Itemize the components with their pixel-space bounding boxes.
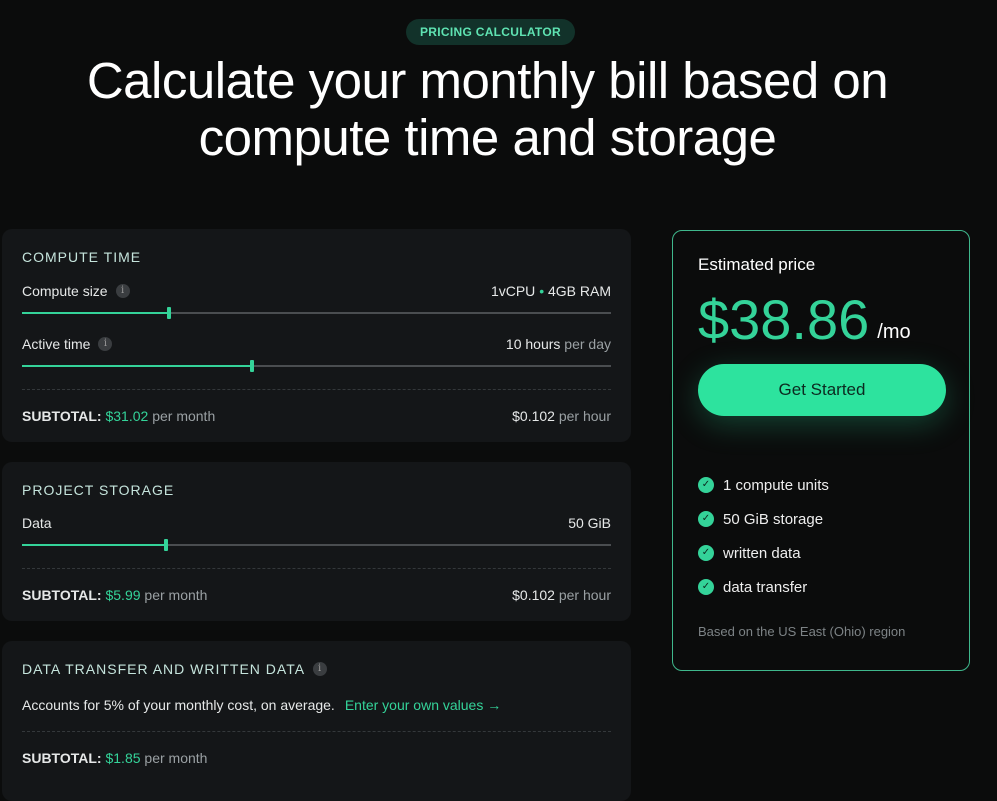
data-value: 50 GiB [568,515,611,531]
info-icon[interactable]: i [115,284,130,298]
compute-time-card: COMPUTE TIME Compute size i 1vCPU • 4GB R… [2,229,631,442]
price-period: /mo [877,321,911,343]
slider-thumb[interactable] [167,307,172,319]
separator-dot: • [539,283,545,299]
active-time-value: 10 hours [505,336,561,352]
feature-list: ✓ 1 compute units ✓ 50 GiB storage ✓ writte… [698,468,944,604]
rate-unit: per hour [558,408,611,424]
data-transfer-card: DATA TRANSFER AND WRITTEN DATA i Accounts… [2,641,631,801]
estimated-price-card: Estimated price $38.86/mo Get Started ✓ 1… [672,230,970,671]
active-time-label: Active time [22,336,91,352]
subtotal-value: $31.02 [105,408,149,424]
price-value: $38.86 [698,288,870,351]
active-time-slider[interactable] [22,360,611,372]
divider [22,389,611,390]
enter-own-values-link[interactable]: Enter your own values → [344,697,502,713]
subtotal-unit: per month [144,587,208,603]
get-started-button[interactable]: Get Started [698,364,946,416]
slider-thumb[interactable] [163,539,168,551]
feature-item: ✓ written data [698,536,944,570]
feature-item: ✓ data transfer [698,570,944,604]
slider-thumb[interactable] [249,360,254,372]
check-icon: ✓ [698,477,714,493]
subtotal-value: $1.85 [105,750,141,766]
feature-item: ✓ 50 GiB storage [698,502,944,536]
pricing-calculator-badge: PRICING CALCULATOR [406,19,575,45]
compute-size-label: Compute size [22,283,108,299]
estimated-price-title: Estimated price [698,255,816,274]
data-label: Data [22,515,52,531]
check-icon: ✓ [698,579,714,595]
divider [22,731,611,732]
subtotal-label: SUBTOTAL: [22,408,102,424]
ram-value: 4GB RAM [547,283,611,299]
section-title: PROJECT STORAGE [22,482,175,498]
info-icon[interactable]: i [313,662,328,676]
hourly-rate: $0.102 [512,408,555,424]
slider-fill [22,365,252,367]
divider [22,568,611,569]
feature-label: data transfer [723,578,808,596]
transfer-description: Accounts for 5% of your monthly cost, on… [22,697,335,713]
subtotal-unit: per month [144,750,208,766]
subtotal-label: SUBTOTAL: [22,750,102,766]
subtotal-unit: per month [152,408,216,424]
compute-size-slider[interactable] [22,307,611,319]
feature-label: 50 GiB storage [723,510,824,528]
project-storage-card: PROJECT STORAGE Data 50 GiB SUBTOTAL: $5… [2,462,631,621]
slider-fill [22,544,166,546]
section-title: DATA TRANSFER AND WRITTEN DATA [22,661,306,677]
active-time-unit: per day [564,336,611,352]
check-icon: ✓ [698,511,714,527]
region-note: Based on the US East (Ohio) region [698,624,906,639]
subtotal-value: $5.99 [105,587,141,603]
check-icon: ✓ [698,545,714,561]
feature-label: 1 compute units [723,476,829,494]
compute-size-value: 1vCPU • 4GB RAM [491,283,611,299]
subtotal-label: SUBTOTAL: [22,587,102,603]
section-title: COMPUTE TIME [22,249,142,265]
cpu-value: 1vCPU [490,283,536,299]
page-title: Calculate your monthly bill based on com… [86,52,889,166]
rate-unit: per hour [558,587,611,603]
slider-fill [22,312,170,314]
feature-label: written data [723,544,801,562]
hourly-rate: $0.102 [512,587,555,603]
feature-item: ✓ 1 compute units [698,468,944,502]
storage-slider[interactable] [22,539,611,551]
info-icon[interactable]: i [98,337,113,351]
